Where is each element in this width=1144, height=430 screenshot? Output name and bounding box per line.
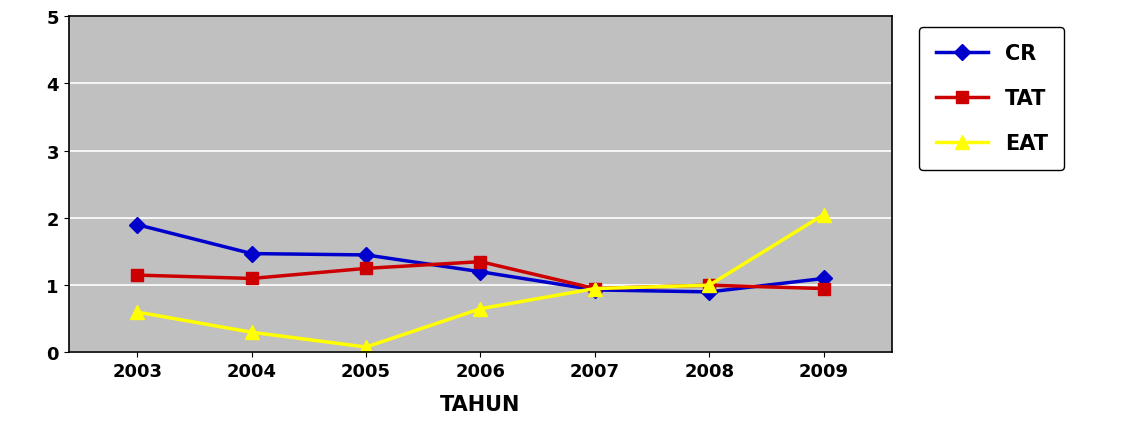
Line: CR: CR xyxy=(132,220,829,298)
EAT xyxy=(588,286,602,292)
Line: TAT: TAT xyxy=(132,257,829,295)
CR xyxy=(130,223,144,228)
EAT xyxy=(359,345,373,350)
EAT xyxy=(817,212,831,218)
TAT xyxy=(130,273,144,278)
CR xyxy=(588,288,602,293)
TAT xyxy=(474,259,487,264)
TAT xyxy=(817,286,831,292)
CR xyxy=(817,276,831,281)
EAT xyxy=(130,310,144,315)
CR xyxy=(245,252,259,257)
CR xyxy=(474,270,487,275)
EAT xyxy=(474,307,487,312)
TAT xyxy=(588,286,602,292)
CR xyxy=(702,290,716,295)
Line: EAT: EAT xyxy=(130,208,831,354)
X-axis label: TAHUN: TAHUN xyxy=(440,394,521,414)
TAT xyxy=(702,283,716,288)
EAT xyxy=(245,330,259,335)
Legend: CR, TAT, EAT: CR, TAT, EAT xyxy=(920,28,1064,171)
TAT xyxy=(245,276,259,281)
TAT xyxy=(359,266,373,271)
EAT xyxy=(702,283,716,288)
CR xyxy=(359,253,373,258)
